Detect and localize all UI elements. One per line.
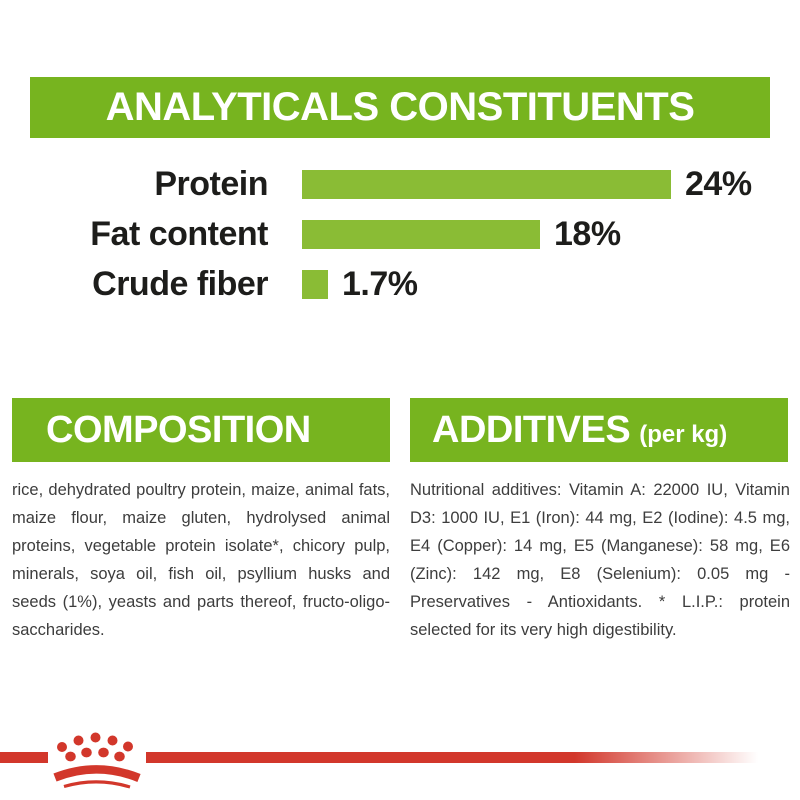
additives-title: ADDITIVES (432, 409, 631, 451)
additives-per-kg-suffix: (per kg) (639, 421, 728, 448)
chart-bar (302, 220, 540, 249)
chart-category-label: Fat content (90, 215, 268, 253)
chart-category-label: Crude fiber (92, 265, 268, 303)
brand-stripe-right (146, 752, 758, 763)
composition-banner: COMPOSITION (12, 398, 390, 462)
additives-banner: ADDITIVES (per kg) (410, 398, 788, 462)
chart-value-label: 1.7% (342, 265, 418, 303)
analyticals-constituents-banner: ANALYTICALS CONSTITUENTS (30, 77, 770, 138)
chart-value-label: 18% (554, 215, 621, 253)
composition-text: rice, dehydrated poultry protein, maize,… (12, 481, 390, 639)
chart-bar (302, 170, 671, 199)
additives-text: Nutritional additives: Vitamin A: 22000 … (410, 481, 790, 639)
chart-category-label: Protein (154, 165, 268, 203)
chart-value-label: 24% (685, 165, 752, 203)
chart-bar (302, 270, 328, 299)
royal-canin-crown-icon (53, 732, 141, 789)
brand-stripe-left (0, 752, 48, 763)
